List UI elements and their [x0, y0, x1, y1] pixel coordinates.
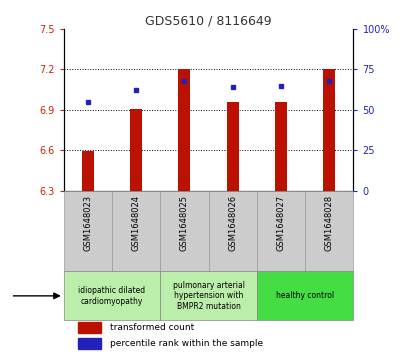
- Text: percentile rank within the sample: percentile rank within the sample: [110, 339, 263, 348]
- Bar: [78, 338, 102, 349]
- Text: pulmonary arterial
hypertension with
BMPR2 mutation: pulmonary arterial hypertension with BMP…: [173, 281, 245, 311]
- Bar: [130, 109, 142, 191]
- Bar: [82, 151, 94, 191]
- Bar: [160, 271, 257, 321]
- Bar: [305, 191, 353, 271]
- Text: GSM1648024: GSM1648024: [132, 195, 141, 250]
- Bar: [257, 271, 353, 321]
- Bar: [160, 191, 209, 271]
- Text: GSM1648027: GSM1648027: [277, 195, 286, 251]
- Bar: [209, 191, 257, 271]
- Bar: [257, 191, 305, 271]
- Bar: [112, 191, 160, 271]
- Text: healthy control: healthy control: [276, 291, 334, 300]
- Text: GSM1648028: GSM1648028: [325, 195, 334, 251]
- Bar: [64, 191, 112, 271]
- Bar: [78, 322, 102, 333]
- Text: GSM1648023: GSM1648023: [83, 195, 92, 251]
- Bar: [227, 102, 239, 191]
- Bar: [178, 69, 190, 191]
- Bar: [323, 69, 335, 191]
- Text: GSM1648025: GSM1648025: [180, 195, 189, 250]
- Text: transformed count: transformed count: [110, 323, 194, 332]
- Text: GSM1648026: GSM1648026: [228, 195, 237, 251]
- Text: idiopathic dilated
cardiomyopathy: idiopathic dilated cardiomyopathy: [79, 286, 145, 306]
- Title: GDS5610 / 8116649: GDS5610 / 8116649: [145, 15, 272, 28]
- Bar: [275, 102, 287, 191]
- Bar: [64, 271, 160, 321]
